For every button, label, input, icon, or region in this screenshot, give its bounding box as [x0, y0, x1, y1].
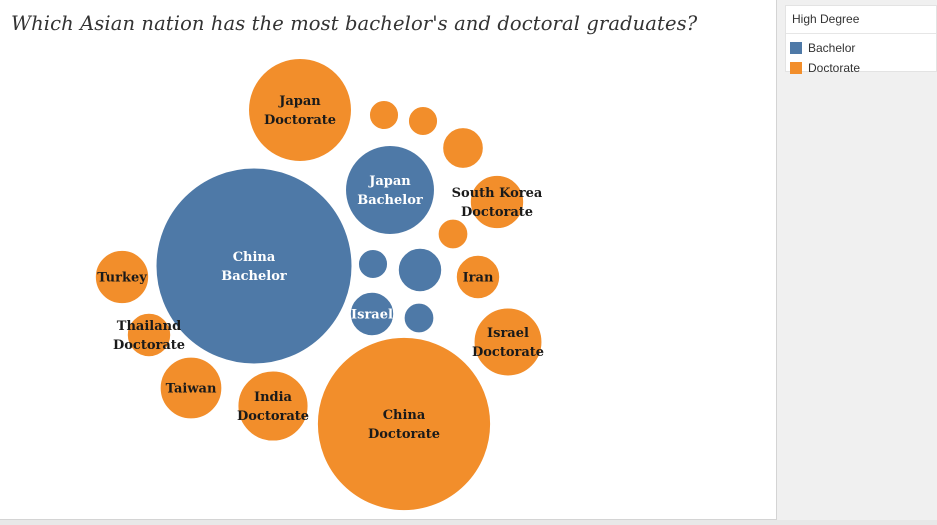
bubble-label-india-doctorate-0: India [254, 390, 293, 405]
bubble-label-israel-doctorate-1: Doctorate [472, 345, 544, 360]
bubble-iran-doctorate[interactable] [455, 254, 501, 300]
legend-divider [786, 33, 936, 34]
bubble-label-india-doctorate-1: Doctorate [237, 409, 309, 424]
bubble-label-turkey-doctorate-0: Turkey [97, 271, 147, 286]
bubble-doctorate-unlabeled-1[interactable] [442, 127, 484, 169]
bubble-label-japan-doctorate-1: Doctorate [264, 113, 336, 128]
chart-title: Which Asian nation has the most bachelor… [11, 12, 698, 35]
bubble-label-taiwan-doctorate-0: Taiwan [166, 382, 217, 397]
legend-swatch-doctorate [790, 62, 802, 74]
bubble-doctorate-unlabeled-4[interactable] [437, 218, 469, 250]
bubble-label-iran-doctorate-0: Iran [463, 271, 494, 286]
bubble-taiwan-doctorate[interactable] [159, 356, 223, 420]
bubble-bachelor-unlabeled-2[interactable] [357, 248, 389, 280]
legend-swatch-bachelor [790, 42, 802, 54]
legend-item-bachelor[interactable]: Bachelor [790, 40, 855, 56]
bubble-doctorate-unlabeled-3[interactable] [407, 105, 439, 137]
bubble-chart[interactable]: China Bachelor China Doctorate Japan Doctorat… [0, 0, 777, 520]
bubble-israel-bachelor[interactable] [349, 291, 395, 337]
bubble-label-thailand-doctorate-1: Doctorate [113, 338, 185, 353]
bubble-label-china-doctorate-0: China [383, 408, 426, 423]
bubble-label-japan-bachelor-0: Japan [368, 174, 411, 189]
bubble-label-japan-bachelor-1: Bachelor [357, 193, 423, 208]
legend-label-doctorate: Doctorate [808, 61, 861, 75]
bubble-japan-doctorate[interactable] [248, 58, 352, 162]
bubble-bachelor-unlabeled-1[interactable] [397, 247, 443, 293]
legend-title: High Degree [792, 12, 860, 26]
bubble-label-israel-bachelor-0: Israel [351, 308, 393, 323]
bubble-doctorate-unlabeled-2[interactable] [368, 99, 400, 131]
bubble-israel-doctorate[interactable] [473, 307, 543, 377]
bubble-india-doctorate[interactable] [237, 370, 309, 442]
bubble-label-japan-doctorate-0: Japan [278, 94, 321, 109]
bubble-label-south-korea-doctorate-0: South Korea [452, 186, 543, 201]
bubble-label-china-bachelor-1: Bachelor [221, 269, 287, 284]
bubble-japan-bachelor[interactable] [345, 145, 435, 235]
bubble-china-bachelor[interactable] [155, 167, 353, 365]
bubble-label-israel-doctorate-0: Israel [487, 326, 529, 341]
bubble-label-thailand-doctorate-0: Thailand [117, 319, 181, 334]
chart-panel: Which Asian nation has the most bachelor… [0, 0, 777, 520]
bubble-china-doctorate[interactable] [316, 336, 492, 512]
bubble-label-south-korea-doctorate-1: Doctorate [461, 205, 533, 220]
bottom-bar [0, 520, 937, 525]
bubble-turkey-doctorate[interactable] [94, 249, 150, 305]
bubble-thailand-doctorate[interactable] [126, 312, 172, 358]
legend-label-bachelor: Bachelor [808, 41, 856, 55]
bubble-label-china-bachelor-0: China [233, 250, 276, 265]
bubble-south-korea-doctorate[interactable] [469, 174, 525, 230]
legend[interactable]: High Degree Bachelor Doctorate [785, 5, 937, 75]
bubble-label-china-doctorate-1: Doctorate [368, 427, 440, 442]
bubble-bachelor-unlabeled-3[interactable] [403, 302, 435, 334]
legend-item-doctorate[interactable]: Doctorate [790, 60, 860, 76]
